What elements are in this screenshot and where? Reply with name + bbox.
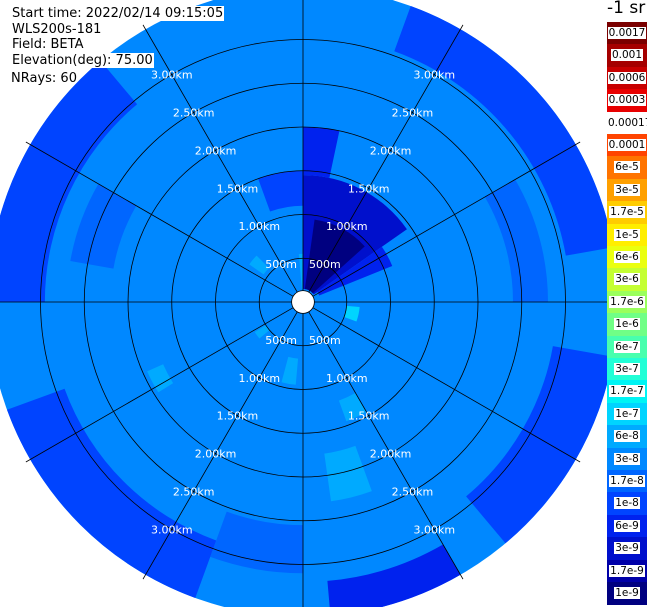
colorbar-tick-label: 1e-8 — [614, 497, 640, 510]
data-cell — [210, 511, 303, 574]
azimuth-spoke — [142, 311, 298, 580]
data-cell — [298, 253, 303, 289]
colorbar-tick-label: 0.0001 — [607, 139, 647, 151]
range-ring-label: 1.00km — [238, 220, 280, 233]
range-ring — [258, 257, 348, 347]
data-cell — [344, 305, 360, 322]
range-ring — [171, 170, 435, 434]
range-ring-label: 2.00km — [370, 448, 412, 461]
center-blank-disc — [291, 290, 315, 314]
range-ring-label: 1.50km — [217, 410, 259, 423]
colorbar-unit-label: -1 sr — [607, 0, 646, 18]
colorbar-tick-label: 1.7e-6 — [609, 295, 645, 308]
colorbar-tick-label: 0.0003 — [607, 94, 647, 107]
range-ring-label: 3.00km — [151, 523, 193, 536]
range-ring — [40, 39, 566, 565]
azimuth-spoke — [142, 24, 298, 293]
start-time-text: Start time: 2022/02/14 09:15:05 — [11, 6, 225, 21]
colorbar-tick-label: 1e-7 — [614, 407, 640, 420]
azimuth-spokes — [0, 0, 623, 607]
range-ring-label: 1.50km — [348, 410, 390, 423]
range-ring — [215, 214, 391, 390]
colorbar-tick-label: 3e-7 — [614, 363, 640, 375]
azimuth-spoke — [308, 24, 464, 293]
range-rings — [40, 39, 566, 565]
range-ring-label: 1.00km — [326, 220, 368, 233]
range-ring-labels: 500m 500m 500m 500m 1.00km 1.00km 1.00km 1.00km… — [151, 69, 455, 537]
range-ring — [127, 126, 479, 478]
range-ring-label: 2.50km — [392, 485, 434, 498]
data-cell — [466, 346, 614, 544]
range-ring-label: 500m — [265, 258, 297, 271]
range-ring-label: 1.50km — [348, 182, 390, 195]
colorbar-tick-label: 6e-9 — [614, 519, 640, 532]
range-ring-label: 500m — [265, 334, 297, 347]
azimuth-spoke — [312, 307, 581, 463]
data-cell — [304, 219, 365, 294]
range-ring-label: 3.00km — [413, 69, 455, 82]
range-ring-label: 1.00km — [326, 372, 368, 385]
colorbar-tick-label: 3e-9 — [614, 542, 640, 555]
azimuth-spoke — [25, 141, 294, 297]
range-ring-label: 2.00km — [370, 144, 412, 157]
data-cell — [258, 170, 303, 212]
data-cell — [324, 445, 372, 502]
colorbar-tick-label: 3e-8 — [614, 452, 640, 465]
colorbar-tick-label: 0.0017 — [607, 27, 647, 39]
azimuth-spoke — [25, 307, 294, 463]
data-cell — [254, 325, 270, 339]
colorbar-tick-label: 1.7e-7 — [609, 385, 645, 398]
data-cell — [303, 127, 340, 178]
range-ring — [83, 82, 523, 522]
colorbar-tick-label: 1.7e-8 — [609, 475, 645, 487]
colorbar-tick-label: 6e-8 — [614, 430, 640, 443]
data-cell — [0, 60, 138, 302]
colorbar-tick-label: 1.7e-9 — [609, 564, 645, 577]
data-cell — [394, 5, 614, 256]
azimuth-spoke — [308, 311, 464, 580]
data-cell — [70, 183, 137, 269]
range-ring-label: 2.50km — [392, 107, 434, 120]
colorbar-tick-label: 1.7e-5 — [609, 206, 645, 219]
range-ring-label: 2.50km — [173, 107, 215, 120]
azimuth-spoke — [312, 141, 581, 297]
colorbar-tick-label: 6e-7 — [614, 340, 640, 353]
data-cell — [249, 255, 269, 275]
colorbar-tick-label: 6e-5 — [614, 161, 640, 174]
data-cell — [147, 364, 174, 393]
range-ring-label: 2.00km — [195, 144, 237, 157]
range-ring-label: 500m — [309, 258, 341, 271]
range-ring-label: 500m — [309, 334, 341, 347]
range-ring-label: 1.50km — [217, 182, 259, 195]
range-ring-label: 1.00km — [238, 372, 280, 385]
colorbar-tick-label: 1e-9 — [614, 587, 640, 599]
field-text: Field: BETA — [11, 37, 85, 52]
colorbar-tick-label: 3e-6 — [614, 273, 640, 286]
data-cell — [281, 356, 299, 385]
colorbar-tick-label: 0.0006 — [607, 71, 647, 84]
colorbar-tick-label: 6e-6 — [614, 251, 640, 263]
data-cell — [484, 179, 548, 302]
colorbar-tick-label: 0.001 — [610, 49, 644, 62]
elevation-text: Elevation(deg): 75.00 — [11, 53, 154, 68]
colorbar-tick-label: 3e-5 — [614, 183, 640, 196]
range-ring-label: 3.00km — [151, 69, 193, 82]
data-cell — [327, 544, 461, 607]
range-ring-label: 3.00km — [413, 523, 455, 536]
colorbar-tick-label: 1e-5 — [614, 228, 640, 241]
range-ring-label: 2.50km — [173, 485, 215, 498]
colorbar-tick-label: 1e-6 — [614, 318, 640, 331]
colorbar-tick-label: 0.00017 — [607, 116, 647, 130]
range-ring-label: 2.00km — [195, 448, 237, 461]
nrays-text: NRays: 60 — [11, 71, 77, 86]
instrument-text: WLS200s-181 — [11, 22, 103, 37]
data-cell — [6, 388, 217, 599]
